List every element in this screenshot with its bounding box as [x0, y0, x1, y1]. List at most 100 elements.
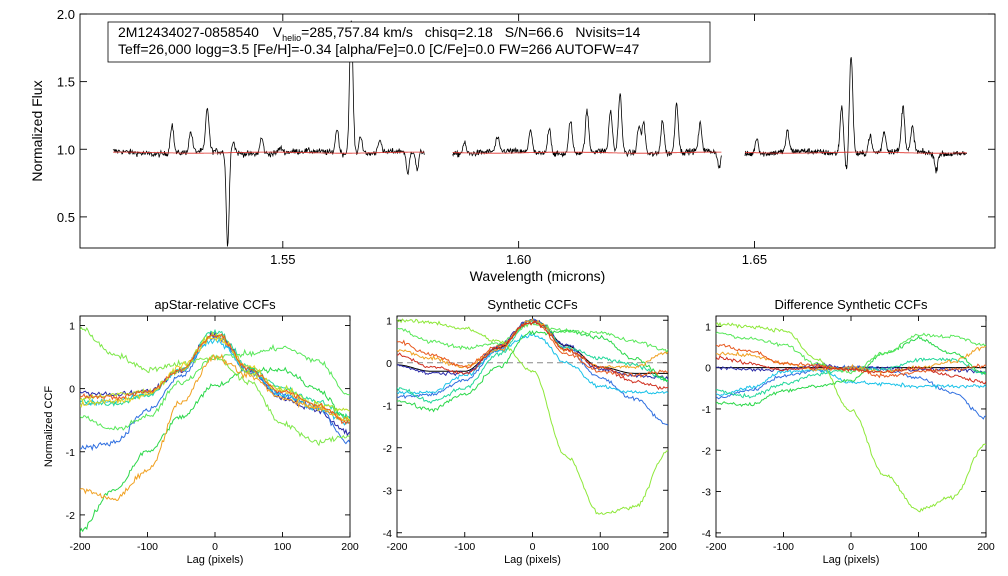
plot-frame — [396, 315, 669, 538]
synthetic-ccf-panel: -200 -100 0 100 200 -4 -3 -2 -1 0 1 Synthetic CCFs L… — [383, 297, 677, 566]
chisq-value: chisq=2.18 — [425, 24, 493, 40]
ccf-series-visit-5 — [716, 335, 986, 408]
info-line-2: Teff=26,000 logg=3.5 [Fe/H]=-0.34 [alpha… — [118, 41, 640, 57]
panel-title: apStar-relative CCFs — [154, 297, 276, 312]
ccf-series-visit-8 — [397, 318, 668, 370]
x-tick-label: -200 — [705, 541, 726, 553]
x-tick-label: 1.60 — [506, 252, 531, 267]
x-tick-label: 1.55 — [270, 252, 295, 267]
ccf-traces — [397, 318, 668, 515]
y-tick-label: 0 — [705, 363, 711, 375]
y-tick-label: -2 — [66, 510, 75, 522]
ccf-series-visit-1 — [716, 362, 986, 375]
x-tick-label: -100 — [137, 541, 158, 553]
x-axis-label: Lag (pixels) — [504, 554, 561, 566]
ccf-series-visit-7 — [397, 318, 668, 515]
model-spectrum-chip-1 — [113, 151, 425, 154]
x-tick-label: -200 — [69, 541, 90, 553]
x-tick-label: 0 — [530, 541, 536, 553]
model-spectrum-chip-3 — [745, 151, 967, 154]
y-tick-label: -2 — [702, 445, 711, 457]
spectrum-panel: 1.55 1.60 1.65 0.5 1.0 1.5 2.0 Wavelength (micr… — [29, 7, 996, 284]
nvisits-value: Nvisits=14 — [575, 24, 640, 40]
ccf-series-visit-11 — [80, 333, 350, 425]
panel-title: Synthetic CCFs — [487, 297, 578, 312]
plot-frame — [715, 315, 987, 538]
ccf-traces — [80, 326, 350, 533]
vhelio-value: =285,757.84 km/s — [301, 24, 413, 40]
x-axis-label: Lag (pixels) — [823, 554, 880, 566]
y-axis-label: Normalized Flux — [29, 80, 45, 181]
x-tick-label: 100 — [274, 541, 292, 553]
x-axis-label: Wavelength (microns) — [470, 268, 606, 284]
y-tick-label: 1 — [386, 315, 392, 327]
x-tick-label: 1.65 — [742, 252, 767, 267]
model-spectrum-chip-2 — [452, 151, 722, 154]
y-tick-label: -1 — [66, 447, 75, 459]
ccf-series-visit-10 — [716, 355, 986, 385]
y-tick-label: -3 — [383, 485, 392, 497]
x-tick-label: -100 — [773, 541, 794, 553]
difference-ccf-panel: -200 -100 0 100 200 -4 -3 -2 -1 0 1 Difference Synt… — [702, 297, 995, 566]
ccf-series-visit-9 — [397, 320, 668, 378]
sn-value: S/N=66.6 — [505, 24, 564, 40]
x-tick-label: 0 — [848, 541, 854, 553]
y-axis-label: Normalized CCF — [43, 386, 55, 468]
y-tick-label: -2 — [383, 443, 392, 455]
star-id: 2M12434027-0858540 — [118, 24, 259, 40]
ccf-series-visit-8 — [716, 346, 986, 375]
ccf-series-visit-9 — [716, 343, 986, 379]
y-tick-label: 2.0 — [57, 7, 75, 22]
ccf-traces — [716, 321, 986, 513]
y-tick-label: 0 — [69, 384, 75, 396]
observed-spectrum-chip-1 — [112, 20, 425, 247]
spectrum-traces — [112, 20, 968, 247]
ccf-series-visit-6 — [397, 322, 668, 354]
plot-frame — [79, 315, 351, 538]
x-tick-label: 200 — [659, 541, 677, 553]
y-tick-label: 1 — [69, 320, 75, 332]
x-tick-label: -200 — [386, 541, 407, 553]
x-tick-label: 100 — [910, 541, 928, 553]
vhelio-label: V — [273, 24, 283, 40]
ccf-series-visit-5 — [397, 329, 668, 413]
vhelio-subscript: helio — [282, 33, 301, 43]
y-tick-label: -4 — [383, 528, 392, 540]
info-box-frame — [107, 21, 711, 63]
x-tick-label: 200 — [977, 541, 995, 553]
panel-title: Difference Synthetic CCFs — [775, 297, 928, 312]
ccf-series-visit-4 — [716, 357, 986, 399]
ccf-series-visit-6 — [716, 331, 986, 375]
ccf-series-visit-7 — [716, 321, 986, 513]
ccf-series-visit-3 — [716, 368, 986, 397]
x-axis-label: Lag (pixels) — [187, 554, 244, 566]
ccf-series-visit-3 — [397, 332, 668, 396]
y-tick-label: 0 — [386, 358, 392, 370]
x-tick-label: 0 — [212, 541, 218, 553]
apstar-ccf-panel: -200 -100 0 100 200 -2 -1 0 1 apStar-relative CCF… — [43, 297, 359, 566]
y-tick-label: 1.0 — [57, 142, 75, 157]
observed-spectrum-chip-3 — [744, 57, 968, 174]
y-tick-label: 1.5 — [57, 75, 75, 90]
ccf-series-visit-7 — [80, 326, 350, 447]
info-line-1: 2M12434027-0858540 Vhelio=285,757.84 km/… — [118, 24, 641, 43]
x-tick-label: 100 — [591, 541, 609, 553]
y-tick-label: 0.5 — [57, 210, 75, 225]
y-tick-label: 1 — [705, 321, 711, 333]
y-tick-label: -1 — [702, 404, 711, 416]
info-box: 2M12434027-0858540 Vhelio=285,757.84 km/… — [107, 21, 711, 63]
ccf-series-visit-8 — [80, 331, 350, 413]
observed-spectrum-chip-2 — [452, 93, 722, 170]
y-tick-label: -4 — [702, 528, 711, 540]
plot-frame — [79, 13, 996, 249]
x-tick-label: -100 — [454, 541, 475, 553]
y-tick-label: -1 — [383, 400, 392, 412]
ccf-series-visit-10 — [397, 319, 668, 391]
y-tick-label: -3 — [702, 487, 711, 499]
ccf-series-visit-1 — [80, 331, 350, 437]
x-tick-label: 200 — [341, 541, 359, 553]
ccf-series-visit-5 — [80, 366, 350, 533]
ccf-series-visit-3 — [80, 337, 350, 426]
ccf-series-visit-10 — [80, 353, 350, 501]
